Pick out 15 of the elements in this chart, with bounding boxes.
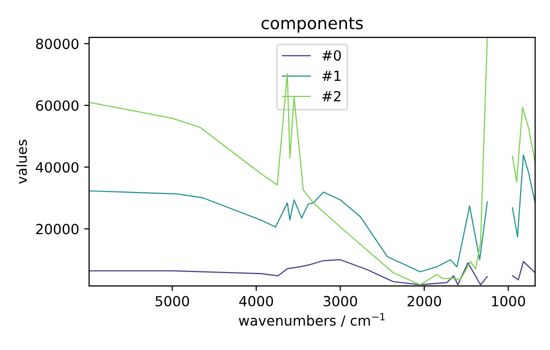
legend-label: #0	[322, 50, 341, 61]
legend-label: #1	[322, 70, 341, 81]
x-tick-label: 5000	[156, 296, 190, 306]
x-tick-label: 4000	[239, 296, 274, 306]
y-tick-label: 60000	[36, 100, 78, 111]
y-tick-label: 80000	[36, 38, 78, 50]
y-tick-label: 20000	[36, 224, 78, 234]
y-tick-label: 40000	[36, 162, 78, 173]
x-tick-label: 2000	[408, 296, 442, 306]
legend-label: #2	[322, 90, 340, 102]
y-axis-title: values	[16, 140, 27, 184]
chart-title: components	[262, 17, 363, 33]
x-tick-label: 3000	[324, 296, 358, 306]
x-tick-label: 1000	[492, 296, 526, 306]
x-axis-title: wavenumbers / cm$^{−1}$	[238, 313, 385, 327]
